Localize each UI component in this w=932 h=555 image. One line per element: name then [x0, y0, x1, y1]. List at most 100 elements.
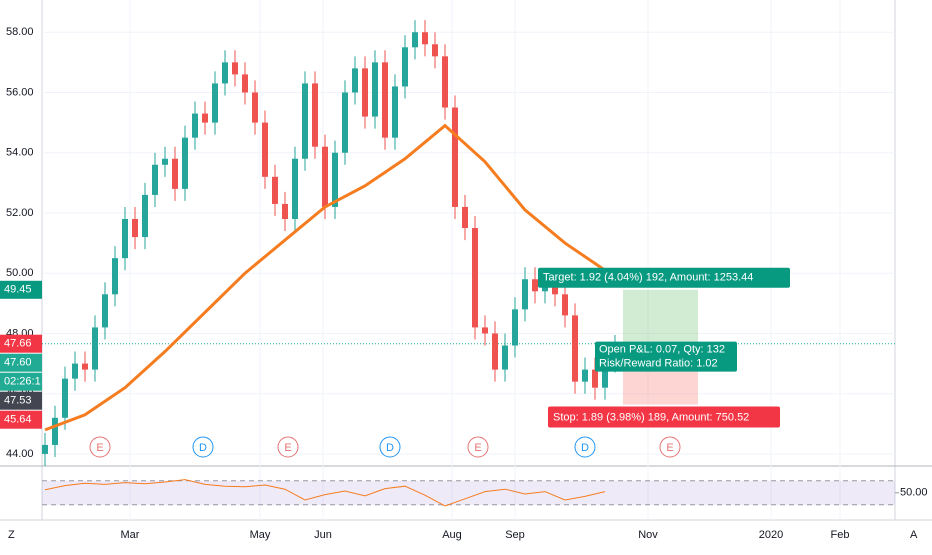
- candle-body: [222, 62, 228, 84]
- candle-body: [212, 83, 218, 123]
- moving-average: [44, 123, 626, 432]
- pnl-label: Open P&L: 0.07, Qty: 132: [599, 344, 725, 356]
- event-marker[interactable]: [574, 436, 596, 458]
- candle-body: [442, 56, 448, 108]
- rsi-band: [42, 480, 895, 505]
- corner-button[interactable]: Z: [8, 529, 15, 541]
- candle-body: [462, 206, 468, 229]
- y-tick-label: 56.00: [6, 86, 34, 98]
- rsi-line: [44, 479, 606, 507]
- candle-body: [402, 47, 408, 87]
- event-label: D: [199, 442, 207, 454]
- candle-body: [122, 218, 128, 259]
- event-label: E: [666, 442, 673, 454]
- candle-body: [182, 137, 188, 189]
- pnl-label-box: [595, 341, 737, 372]
- candle-body: [382, 62, 388, 138]
- candle-body: [42, 444, 48, 454]
- candle-body: [332, 152, 338, 207]
- candle-body: [582, 369, 588, 382]
- candle-body: [532, 279, 538, 292]
- candle-body: [72, 363, 78, 379]
- candle-body: [572, 315, 578, 382]
- stop-label: Stop: 1.89 (3.98%) 189, Amount: 750.52: [553, 411, 749, 423]
- x-tick-label: Sep: [505, 529, 525, 541]
- price-tag: [0, 391, 42, 410]
- price-tag-label: 47.60: [4, 357, 32, 369]
- event-marker[interactable]: [89, 436, 111, 458]
- x-tick-label: 2020: [759, 529, 783, 541]
- candle-body: [352, 68, 358, 93]
- ratio-label: Risk/Reward Ratio: 1.02: [599, 358, 718, 370]
- x-tick-label: Mar: [121, 529, 140, 541]
- candle-body: [52, 417, 58, 445]
- candle-body: [562, 294, 568, 316]
- x-tick-label: Feb: [831, 529, 850, 541]
- event-marker[interactable]: [192, 436, 214, 458]
- x-tick-label: Nov: [638, 529, 658, 541]
- x-tick-label: Jun: [314, 529, 332, 541]
- candle-body: [242, 74, 248, 93]
- corner-button[interactable]: A: [910, 529, 918, 541]
- candle-body: [502, 345, 508, 370]
- candle-body: [602, 360, 608, 388]
- candle-body: [522, 279, 528, 310]
- target-label: Target: 1.92 (4.04%) 192, Amount: 1253.4…: [543, 272, 753, 284]
- candle-body: [282, 203, 288, 219]
- candle-body: [292, 158, 298, 219]
- event-label: E: [96, 442, 103, 454]
- event-marker[interactable]: [277, 436, 299, 458]
- candle-body: [312, 83, 318, 147]
- event-marker[interactable]: [379, 436, 401, 458]
- candle-body: [342, 92, 348, 153]
- candle-body: [592, 369, 598, 388]
- candle-body: [192, 113, 198, 138]
- candle-body: [362, 68, 368, 117]
- price-tag: [0, 280, 42, 299]
- price-tag: [0, 410, 42, 429]
- candle-body: [92, 327, 98, 370]
- candle-body: [512, 309, 518, 346]
- candle-body: [322, 146, 328, 207]
- candle-body: [142, 194, 148, 238]
- price-tag-label: 47.66: [4, 338, 32, 350]
- y-tick-label: 50.00: [6, 267, 34, 279]
- candle-body: [272, 176, 278, 204]
- x-tick-label: May: [250, 529, 271, 541]
- candle-body: [482, 327, 488, 334]
- candle-body: [422, 32, 428, 45]
- candle-body: [232, 62, 238, 75]
- candle-body: [162, 158, 168, 165]
- y-tick-label: 58.00: [6, 26, 34, 38]
- price-tag: [0, 334, 42, 353]
- price-tag-label: 49.45: [4, 284, 32, 296]
- x-tick-label: Aug: [442, 529, 462, 541]
- event-marker[interactable]: [467, 436, 489, 458]
- y-tick-label: 44.00: [6, 448, 34, 460]
- event-marker[interactable]: [659, 436, 681, 458]
- candle-body: [432, 44, 438, 57]
- candle-body: [492, 333, 498, 370]
- price-tag: [0, 353, 42, 372]
- candle-body: [172, 158, 178, 189]
- event-label: D: [581, 442, 589, 454]
- candle-body: [112, 258, 118, 295]
- candle-body: [302, 83, 308, 159]
- candle-body: [452, 107, 458, 207]
- candle-body: [132, 218, 138, 238]
- target-label-box: [538, 267, 790, 288]
- candle-body: [372, 62, 378, 117]
- candle-body: [152, 164, 158, 195]
- candle-body: [392, 86, 398, 138]
- candle-body: [412, 32, 418, 48]
- y-tick-label: 52.00: [6, 207, 34, 219]
- candle-body: [102, 294, 108, 328]
- candle-body: [82, 363, 88, 370]
- candle-body: [262, 122, 268, 177]
- candle-body: [252, 92, 258, 123]
- y-tick-label: 54.00: [6, 147, 34, 159]
- candle-body: [472, 228, 478, 328]
- candle-body: [202, 113, 208, 123]
